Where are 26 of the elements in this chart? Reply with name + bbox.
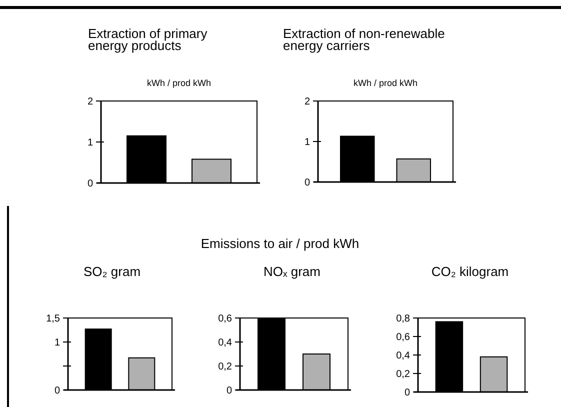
- y-tick-label: 0,8: [396, 314, 410, 324]
- y-tick-label: 0,6: [396, 332, 410, 343]
- chart-title: Extraction of primary energy products: [88, 26, 208, 53]
- y-axis-title: kWh / prod kWh: [146, 78, 212, 88]
- chart-title: Extraction of non-renewable energy carriers: [283, 26, 445, 53]
- y-tick-label: 0,2: [396, 369, 410, 380]
- y-tick-label: 0,4: [396, 350, 410, 362]
- y-tick-label: 2: [304, 96, 310, 108]
- y-tick-label: 2: [87, 96, 94, 108]
- y-tick-label: 1: [87, 138, 94, 148]
- y-axis-title: kWh / prod kWh: [353, 78, 418, 88]
- y-tick-label: 0,4: [218, 338, 232, 348]
- chart-title: NOₓ gram: [264, 264, 320, 279]
- chart-title: CO₂ kilogram: [431, 264, 509, 279]
- y-tick-label: 0: [87, 178, 94, 190]
- y-tick-label: 0,2: [218, 362, 232, 372]
- text: Emissions to air / prod kWh: [200, 236, 360, 251]
- chart-title: SO₂ gram: [83, 264, 141, 279]
- y-tick-label: 0,6: [218, 314, 232, 324]
- y-tick-label: 0: [304, 178, 310, 188]
- y-tick-label: 0: [404, 388, 410, 398]
- y-tick-label: 1: [304, 137, 310, 148]
- y-tick-label: 1,5: [46, 314, 60, 324]
- y-tick-label: 1: [54, 338, 60, 348]
- y-tick-label: 0: [226, 386, 232, 396]
- y-tick-label: 0: [54, 386, 60, 396]
